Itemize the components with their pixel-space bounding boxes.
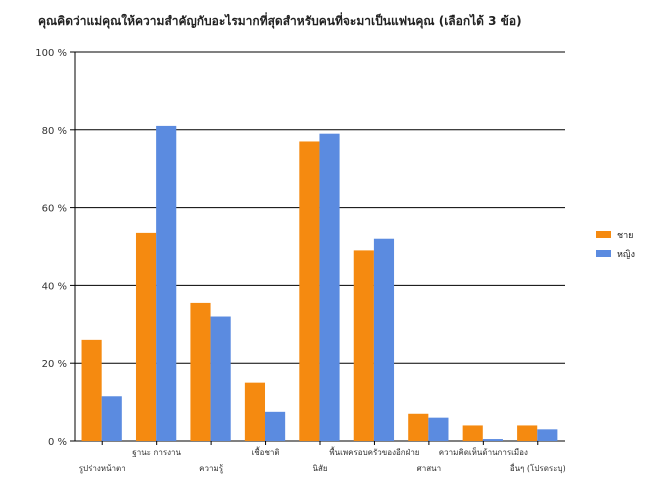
axes: 0 % 20 % 40 % 60 % 80 % 100 % — [35, 48, 539, 448]
bars — [81, 125, 558, 441]
bar — [135, 232, 157, 441]
bar — [101, 396, 122, 441]
bar — [353, 250, 374, 441]
bar — [244, 382, 266, 441]
category-label: ความคิดเห็นด้านการเมือง — [439, 447, 528, 457]
bar — [482, 439, 503, 441]
chart-title: คุณคิดว่าแม่คุณให้ความสำคัญกับอะไรมากที่… — [38, 12, 522, 29]
bar — [517, 425, 538, 441]
bar — [408, 413, 429, 441]
legend-swatch — [596, 250, 611, 257]
bar — [462, 425, 483, 441]
category-label: อื่นๆ (โปรดระบุ) — [510, 462, 566, 473]
bar — [319, 133, 340, 441]
category-label: พื้นเพครอบครัวของอีกฝ่าย — [329, 446, 419, 457]
category-label: ความรู้ — [199, 464, 224, 474]
y-tick-label: 60 % — [42, 204, 67, 215]
bar — [299, 141, 320, 441]
category-label: รูปร่างหน้าตา — [79, 464, 126, 474]
y-tick-label: 20 % — [42, 359, 67, 370]
legend-label: ชาย — [617, 231, 633, 241]
legend-swatch — [596, 231, 611, 238]
category-label: ศาสนา — [417, 464, 441, 473]
bar — [190, 302, 211, 441]
bar — [81, 339, 102, 441]
bar — [156, 125, 177, 441]
category-label: เชื้อชาติ — [252, 446, 280, 457]
y-tick-label: 0 % — [48, 437, 67, 448]
y-tick-label: 40 % — [42, 281, 67, 292]
y-tick-label: 100 % — [35, 48, 67, 59]
bar — [210, 316, 231, 441]
category-label: ฐานะ การงาน — [132, 448, 181, 457]
category-label: นิสัย — [312, 464, 327, 473]
legend-label: หญิง — [617, 249, 635, 260]
y-tick-label: 80 % — [42, 126, 67, 137]
bar — [428, 417, 449, 441]
bar — [265, 411, 286, 441]
bar — [373, 238, 395, 441]
bar — [537, 429, 558, 441]
